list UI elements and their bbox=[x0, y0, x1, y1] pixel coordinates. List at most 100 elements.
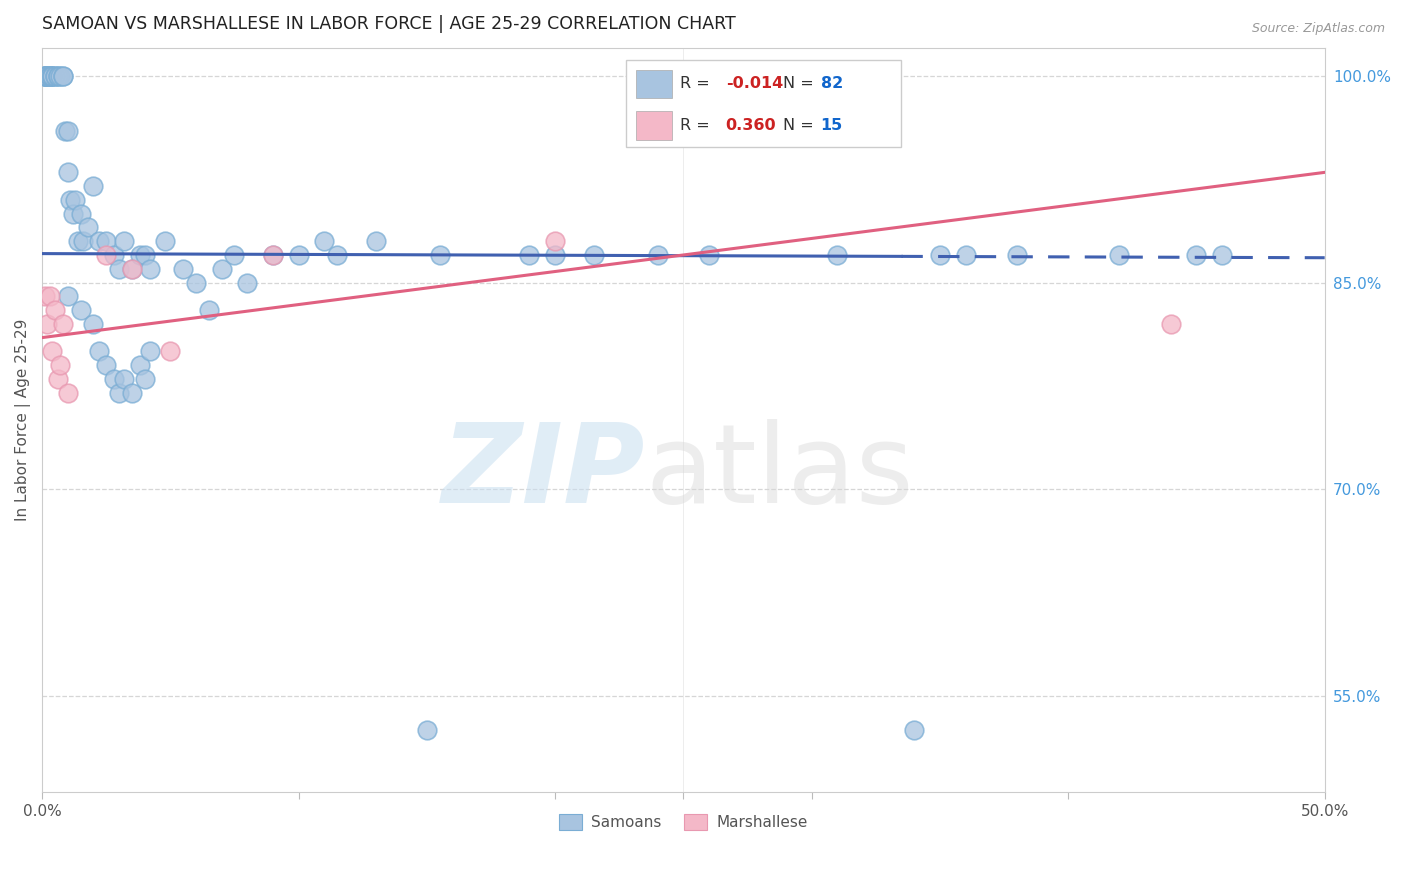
Point bbox=[59, 193, 82, 207]
Point bbox=[1108, 248, 1130, 262]
Point bbox=[69, 207, 91, 221]
Point bbox=[69, 303, 91, 318]
Point bbox=[326, 248, 349, 262]
FancyBboxPatch shape bbox=[626, 60, 901, 147]
Point bbox=[903, 723, 925, 737]
Legend: Samoans, Marshallese: Samoans, Marshallese bbox=[553, 808, 814, 837]
Point bbox=[139, 344, 162, 359]
Point bbox=[416, 723, 439, 737]
Point bbox=[82, 317, 104, 331]
Point bbox=[53, 124, 76, 138]
Point bbox=[38, 69, 60, 83]
Text: R =: R = bbox=[679, 118, 714, 133]
Point bbox=[112, 234, 135, 248]
Point bbox=[128, 248, 150, 262]
Point bbox=[544, 248, 567, 262]
Text: R =: R = bbox=[679, 76, 714, 91]
Point bbox=[155, 234, 177, 248]
Text: SAMOAN VS MARSHALLESE IN LABOR FORCE | AGE 25-29 CORRELATION CHART: SAMOAN VS MARSHALLESE IN LABOR FORCE | A… bbox=[42, 15, 735, 33]
Point bbox=[314, 234, 336, 248]
Point bbox=[41, 69, 63, 83]
Point bbox=[34, 69, 56, 83]
Point bbox=[37, 69, 59, 83]
Point bbox=[697, 248, 720, 262]
Point bbox=[287, 248, 309, 262]
Y-axis label: In Labor Force | Age 25-29: In Labor Force | Age 25-29 bbox=[15, 319, 31, 522]
Point bbox=[62, 207, 84, 221]
Text: Source: ZipAtlas.com: Source: ZipAtlas.com bbox=[1251, 22, 1385, 36]
Point bbox=[52, 69, 75, 83]
Point bbox=[44, 303, 66, 318]
Point bbox=[184, 276, 207, 290]
Point bbox=[1160, 317, 1182, 331]
Text: 15: 15 bbox=[821, 118, 842, 133]
Point bbox=[87, 234, 110, 248]
Point bbox=[1211, 248, 1233, 262]
Point bbox=[103, 372, 125, 386]
Point bbox=[429, 248, 451, 262]
Point bbox=[159, 344, 181, 359]
Point bbox=[134, 248, 156, 262]
Point bbox=[52, 69, 75, 83]
Point bbox=[262, 248, 284, 262]
FancyBboxPatch shape bbox=[636, 70, 672, 98]
Point bbox=[65, 193, 87, 207]
Point bbox=[38, 289, 60, 303]
Point bbox=[827, 248, 849, 262]
Point bbox=[647, 248, 669, 262]
Text: 82: 82 bbox=[821, 76, 842, 91]
Point bbox=[34, 69, 56, 83]
Point bbox=[364, 234, 387, 248]
Point bbox=[544, 234, 567, 248]
Point bbox=[87, 344, 110, 359]
Point bbox=[139, 261, 162, 276]
Point bbox=[66, 234, 89, 248]
Text: N =: N = bbox=[783, 118, 820, 133]
FancyBboxPatch shape bbox=[636, 112, 672, 139]
Point bbox=[103, 248, 125, 262]
Point bbox=[56, 385, 79, 400]
Point bbox=[236, 276, 259, 290]
Point bbox=[582, 248, 605, 262]
Point bbox=[121, 261, 143, 276]
Point bbox=[82, 179, 104, 194]
Point bbox=[41, 69, 63, 83]
Point bbox=[224, 248, 246, 262]
Point bbox=[519, 248, 541, 262]
Point bbox=[121, 261, 143, 276]
Point bbox=[44, 69, 66, 83]
Point bbox=[262, 248, 284, 262]
Point bbox=[46, 69, 69, 83]
Point bbox=[172, 261, 194, 276]
Point bbox=[49, 69, 72, 83]
Text: -0.014: -0.014 bbox=[725, 76, 783, 91]
Point bbox=[955, 248, 977, 262]
Point bbox=[56, 289, 79, 303]
Point bbox=[49, 358, 72, 372]
Point bbox=[198, 303, 221, 318]
Point bbox=[56, 165, 79, 179]
Point bbox=[41, 344, 63, 359]
Point bbox=[34, 69, 56, 83]
Point bbox=[37, 317, 59, 331]
Point bbox=[38, 69, 60, 83]
Point bbox=[108, 261, 131, 276]
Point bbox=[128, 358, 150, 372]
Text: N =: N = bbox=[783, 76, 820, 91]
Point bbox=[134, 372, 156, 386]
Point bbox=[1185, 248, 1208, 262]
Point bbox=[46, 372, 69, 386]
Point bbox=[46, 69, 69, 83]
Point bbox=[38, 69, 60, 83]
Point bbox=[77, 220, 100, 235]
Point bbox=[108, 385, 131, 400]
Point bbox=[928, 248, 950, 262]
Point bbox=[34, 69, 56, 83]
Point bbox=[96, 234, 118, 248]
Point bbox=[112, 372, 135, 386]
Point bbox=[34, 69, 56, 83]
Point bbox=[211, 261, 233, 276]
Point bbox=[37, 69, 59, 83]
Point bbox=[52, 317, 75, 331]
Point bbox=[44, 69, 66, 83]
